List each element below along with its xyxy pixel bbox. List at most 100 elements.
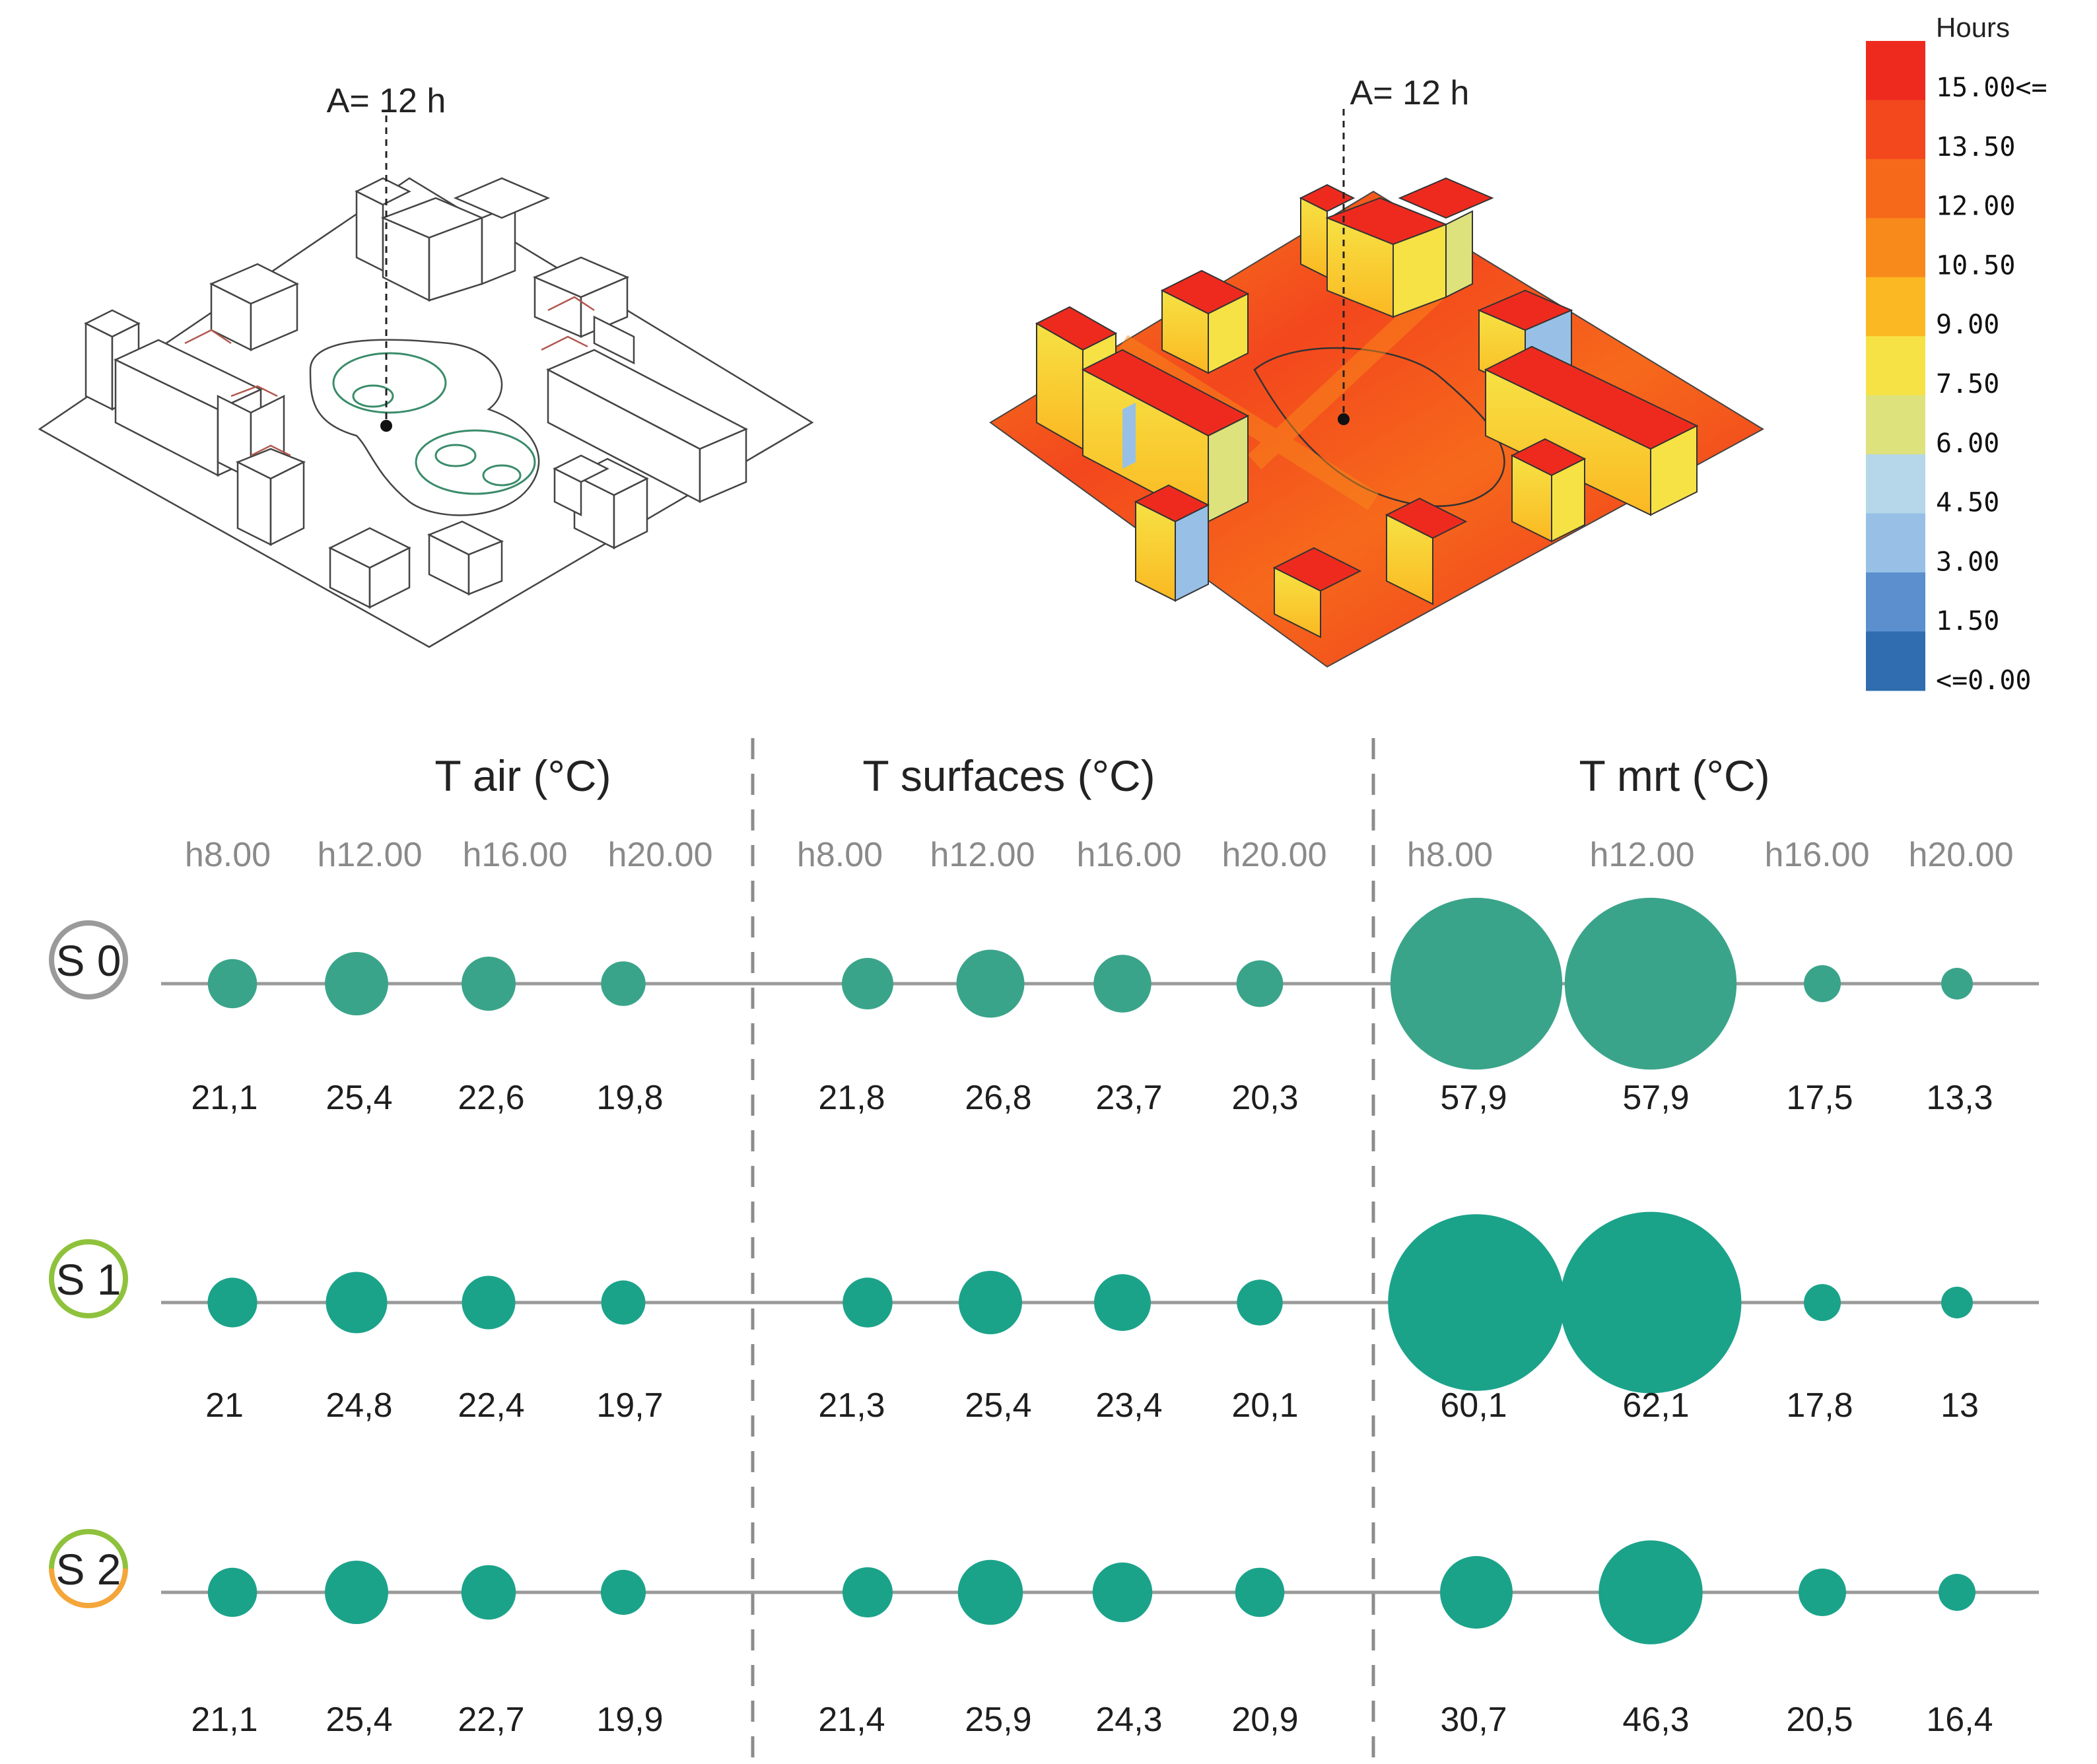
hour-label: h20.00 — [607, 836, 712, 874]
value-label: 20,3 — [1231, 1079, 1298, 1117]
hour-label: h16.00 — [1076, 836, 1181, 874]
value-label: 21,4 — [818, 1701, 885, 1739]
left-annotation-point — [380, 420, 392, 432]
value-label: 19,9 — [596, 1701, 663, 1739]
value-label: 17,8 — [1786, 1386, 1853, 1425]
colorbar-label: 10.50 — [1936, 250, 2015, 281]
bubble-mark — [325, 1561, 388, 1624]
value-label: 21,8 — [818, 1079, 885, 1117]
colorbar-swatch — [1866, 631, 1925, 691]
scenario-label: S 0 — [55, 936, 121, 985]
value-label: 24,8 — [326, 1386, 392, 1425]
bubble-mark — [842, 1567, 893, 1617]
hour-label: h12.00 — [930, 836, 1035, 874]
bubble-mark — [842, 1277, 893, 1328]
left-annotation-label: A= 12 h — [327, 82, 446, 120]
colorbar-swatch — [1866, 513, 1925, 573]
value-label: 19,8 — [596, 1079, 663, 1117]
value-label: 22,7 — [458, 1701, 524, 1739]
value-label: 46,3 — [1622, 1701, 1689, 1739]
value-label: 21,1 — [191, 1701, 258, 1739]
hour-label: h16.00 — [462, 836, 567, 874]
bubble-mark — [325, 952, 388, 1015]
bubble-mark — [1804, 1284, 1841, 1321]
group-title: T mrt (°C) — [1579, 751, 1770, 800]
value-label: 30,7 — [1440, 1701, 1507, 1739]
value-label: 62,1 — [1622, 1386, 1689, 1425]
bubble-mark — [1388, 1214, 1565, 1391]
bubble-mark — [207, 1277, 258, 1328]
bubble-mark — [1235, 1567, 1285, 1617]
bubble-mark — [462, 957, 516, 1011]
colorbar-swatch — [1866, 395, 1925, 455]
value-label: 22,4 — [458, 1386, 524, 1425]
colorbar-swatch — [1866, 41, 1925, 100]
bubble-mark — [1093, 955, 1152, 1013]
bubble-mark — [1390, 897, 1563, 1070]
scenario-ring-top — [49, 1529, 128, 1569]
bubble-mark — [1094, 1274, 1151, 1331]
bubble-mark — [461, 1565, 516, 1620]
colorbar-label: 12.00 — [1936, 191, 2015, 222]
colorbar-swatch — [1866, 218, 1925, 278]
colorbar-swatch — [1866, 572, 1925, 632]
value-label: 25,4 — [965, 1386, 1031, 1425]
bubble-mark — [207, 959, 258, 1009]
hour-label: h8.00 — [185, 836, 271, 874]
colorbar-legend: Hours 15.00<= 13.50 12.00 10.50 9.00 7.50 6.00… — [1866, 12, 2047, 696]
value-label: 25,4 — [326, 1701, 392, 1739]
right-annotation-point — [1338, 413, 1350, 425]
group-title: T air (°C) — [434, 751, 611, 800]
value-label: 16,4 — [1926, 1701, 1993, 1739]
right-heatmap-diagram — [989, 177, 1764, 668]
value-label: 20,9 — [1231, 1701, 1298, 1739]
colorbar-label: 9.00 — [1936, 310, 1999, 340]
scenario-badge: S 1 — [49, 1239, 128, 1318]
colorbar-swatch — [1866, 277, 1925, 337]
bubble-mark — [1941, 1287, 1973, 1318]
value-label: 22,6 — [458, 1079, 524, 1117]
bubble-mark — [207, 1567, 258, 1617]
bubble-matrix: T air (°C) T surfaces (°C) T mrt (°C) h8.00… — [49, 738, 2039, 1764]
colorbar-label: 4.50 — [1936, 488, 1999, 518]
bubble-mark — [1092, 1562, 1153, 1623]
bubble-mark — [1941, 968, 1973, 1000]
value-label: 21,3 — [818, 1386, 885, 1425]
hour-label: h12.00 — [1589, 836, 1694, 874]
bubble-mark — [1799, 1569, 1846, 1616]
bubble-mark — [957, 1559, 1023, 1625]
value-label: 24,3 — [1095, 1701, 1162, 1739]
colorbar-title: Hours — [1936, 12, 2010, 43]
hour-label: h12.00 — [317, 836, 422, 874]
colorbar-swatch — [1866, 158, 1925, 219]
colorbar-label: 7.50 — [1936, 369, 1999, 399]
bubble-mark — [1804, 965, 1841, 1002]
value-label: 13,3 — [1926, 1079, 1993, 1117]
colorbar-label: 1.50 — [1936, 606, 1999, 636]
scenario-label: S 1 — [55, 1255, 121, 1304]
value-label: 23,7 — [1095, 1079, 1162, 1117]
hour-label: h8.00 — [797, 836, 883, 874]
bubble-mark — [1564, 897, 1737, 1070]
left-axonometric-diagram — [38, 177, 814, 648]
value-label: 26,8 — [965, 1079, 1031, 1117]
scenario-ring-bottom — [49, 1568, 128, 1608]
hour-label: h16.00 — [1764, 836, 1869, 874]
bubble-mark — [326, 1272, 388, 1334]
scenario-badge: S 2 — [49, 1529, 128, 1608]
colorbar-swatch — [1866, 454, 1925, 514]
value-label: 21 — [205, 1386, 244, 1425]
bubble-mark — [1237, 1279, 1283, 1326]
colorbar-swatch — [1866, 336, 1925, 396]
right-annotation-label: A= 12 h — [1350, 74, 1470, 112]
colorbar-label: 3.00 — [1936, 547, 1999, 577]
bubble-mark — [956, 949, 1025, 1018]
group-title: T surfaces (°C) — [862, 751, 1155, 800]
bubble-mark — [601, 961, 646, 1006]
bubble-mark — [1599, 1540, 1703, 1645]
scenario-label: S 2 — [55, 1545, 121, 1594]
value-label: 13 — [1941, 1386, 1979, 1425]
value-label: 23,4 — [1095, 1386, 1162, 1425]
value-label: 25,9 — [965, 1701, 1031, 1739]
